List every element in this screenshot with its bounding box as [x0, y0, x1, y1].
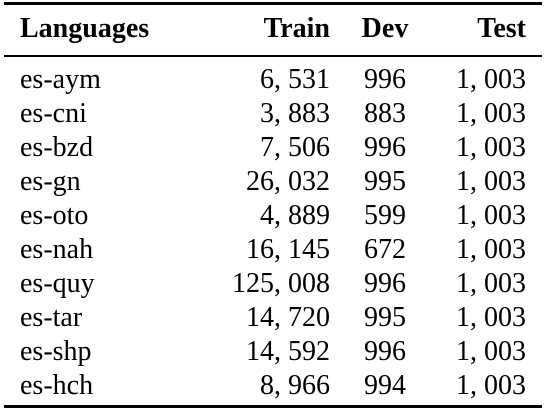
cell-language: es-hch — [20, 370, 94, 401]
cell-dev: 996 — [364, 64, 406, 95]
table-row: es-aym 6, 531 996 1, 003 — [4, 63, 542, 97]
cell-language: es-bzd — [20, 132, 94, 163]
split-table: Languages Train Dev Test es-aym 6, 531 9… — [4, 0, 542, 403]
cell-train: 14, 592 — [246, 336, 330, 367]
cell-test: 1, 003 — [456, 336, 526, 367]
cell-train: 14, 720 — [246, 302, 330, 333]
table-row: es-hch 8, 966 994 1, 003 — [4, 369, 542, 403]
cell-test: 1, 003 — [456, 234, 526, 265]
cell-dev: 996 — [364, 132, 406, 163]
cell-language: es-quy — [20, 268, 95, 299]
cell-language: es-nah — [20, 234, 94, 265]
cell-test: 1, 003 — [456, 302, 526, 333]
cell-train: 16, 145 — [246, 234, 330, 265]
table-row: es-tar 14, 720 995 1, 003 — [4, 301, 542, 335]
cell-test: 1, 003 — [456, 370, 526, 401]
cell-language: es-gn — [20, 166, 81, 197]
table-row: es-shp 14, 592 996 1, 003 — [4, 335, 542, 369]
table-row: es-nah 16, 145 672 1, 003 — [4, 233, 542, 267]
cell-test: 1, 003 — [456, 268, 526, 299]
cell-dev: 883 — [364, 98, 406, 129]
cell-train: 125, 008 — [232, 268, 330, 299]
cell-train: 4, 889 — [260, 200, 330, 231]
cell-train: 3, 883 — [260, 98, 330, 129]
cell-dev: 994 — [364, 370, 406, 401]
cell-dev: 672 — [364, 234, 406, 265]
header-dev: Dev — [361, 13, 409, 44]
cell-test: 1, 003 — [456, 64, 526, 95]
cell-dev: 599 — [364, 200, 406, 231]
cell-train: 7, 506 — [260, 132, 330, 163]
header-test: Test — [477, 13, 526, 44]
cell-language: es-oto — [20, 200, 89, 231]
bottom-rule — [4, 405, 542, 408]
table-row: es-gn 26, 032 995 1, 003 — [4, 165, 542, 199]
cell-language: es-cni — [20, 98, 87, 129]
cell-test: 1, 003 — [456, 132, 526, 163]
table-row: es-oto 4, 889 599 1, 003 — [4, 199, 542, 233]
header-languages: Languages — [20, 13, 150, 44]
table-row: es-cni 3, 883 883 1, 003 — [4, 97, 542, 131]
cell-dev: 995 — [364, 166, 406, 197]
cell-language: es-tar — [20, 302, 83, 333]
cell-language: es-aym — [20, 64, 101, 95]
header-rule — [4, 55, 542, 57]
cell-test: 1, 003 — [456, 98, 526, 129]
cell-dev: 995 — [364, 302, 406, 333]
table-row: es-bzd 7, 506 996 1, 003 — [4, 131, 542, 165]
cell-dev: 996 — [364, 268, 406, 299]
cell-language: es-shp — [20, 336, 92, 367]
cell-test: 1, 003 — [456, 166, 526, 197]
cell-train: 6, 531 — [260, 64, 330, 95]
header-row: Languages Train Dev Test — [4, 0, 542, 57]
cell-train: 26, 032 — [246, 166, 330, 197]
cell-dev: 996 — [364, 336, 406, 367]
table-row: es-quy 125, 008 996 1, 003 — [4, 267, 542, 301]
cell-train: 8, 966 — [260, 370, 330, 401]
header-train: Train — [263, 13, 330, 44]
cell-test: 1, 003 — [456, 200, 526, 231]
top-rule — [4, 2, 542, 5]
